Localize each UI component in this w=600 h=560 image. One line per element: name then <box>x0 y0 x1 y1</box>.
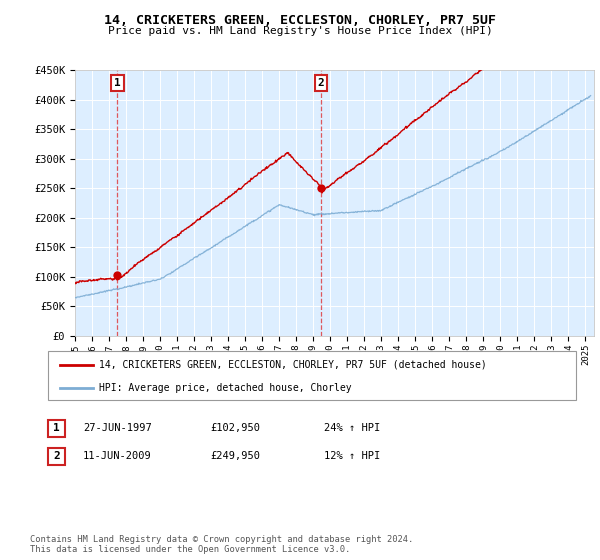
Text: Contains HM Land Registry data © Crown copyright and database right 2024.
This d: Contains HM Land Registry data © Crown c… <box>30 535 413 554</box>
Text: 2: 2 <box>53 451 60 461</box>
Text: £102,950: £102,950 <box>210 423 260 433</box>
Text: 2: 2 <box>317 78 324 88</box>
Text: 1: 1 <box>53 423 60 433</box>
Text: 14, CRICKETERS GREEN, ECCLESTON, CHORLEY, PR7 5UF: 14, CRICKETERS GREEN, ECCLESTON, CHORLEY… <box>104 14 496 27</box>
Text: 14, CRICKETERS GREEN, ECCLESTON, CHORLEY, PR7 5UF (detached house): 14, CRICKETERS GREEN, ECCLESTON, CHORLEY… <box>99 360 487 370</box>
Text: £249,950: £249,950 <box>210 451 260 461</box>
Text: 24% ↑ HPI: 24% ↑ HPI <box>324 423 380 433</box>
Text: 27-JUN-1997: 27-JUN-1997 <box>83 423 152 433</box>
Text: 11-JUN-2009: 11-JUN-2009 <box>83 451 152 461</box>
Text: Price paid vs. HM Land Registry's House Price Index (HPI): Price paid vs. HM Land Registry's House … <box>107 26 493 36</box>
Text: 12% ↑ HPI: 12% ↑ HPI <box>324 451 380 461</box>
Text: 1: 1 <box>114 78 121 88</box>
Text: HPI: Average price, detached house, Chorley: HPI: Average price, detached house, Chor… <box>99 383 352 393</box>
